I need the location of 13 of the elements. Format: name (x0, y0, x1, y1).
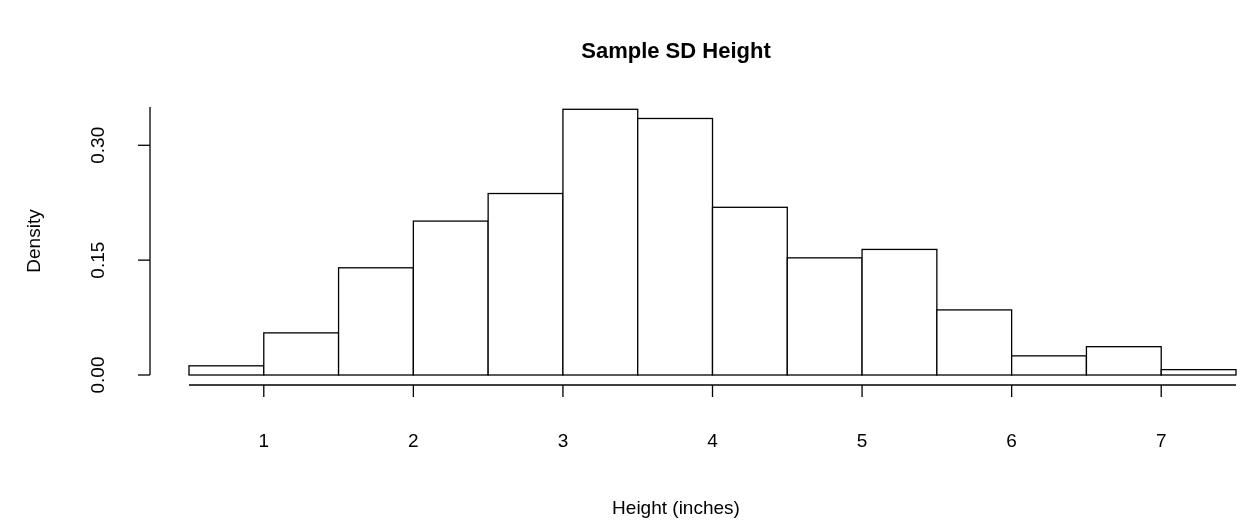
x-tick-label: 2 (408, 430, 419, 451)
chart-title: Sample SD Height (581, 38, 772, 63)
x-axis-title: Height (inches) (612, 497, 740, 518)
x-tick-label: 4 (707, 430, 719, 451)
y-tick-label: 0.15 (87, 241, 108, 279)
y-tick-label: 0.30 (87, 126, 108, 164)
y-axis-title: Density (23, 208, 44, 273)
x-tick-label: 5 (856, 430, 868, 451)
x-tick-label: 7 (1155, 430, 1167, 451)
x-tick-label: 6 (1006, 430, 1017, 451)
y-tick-label: 0.00 (87, 356, 108, 394)
x-tick-label: 3 (557, 430, 569, 451)
x-tick-label: 1 (258, 430, 270, 451)
